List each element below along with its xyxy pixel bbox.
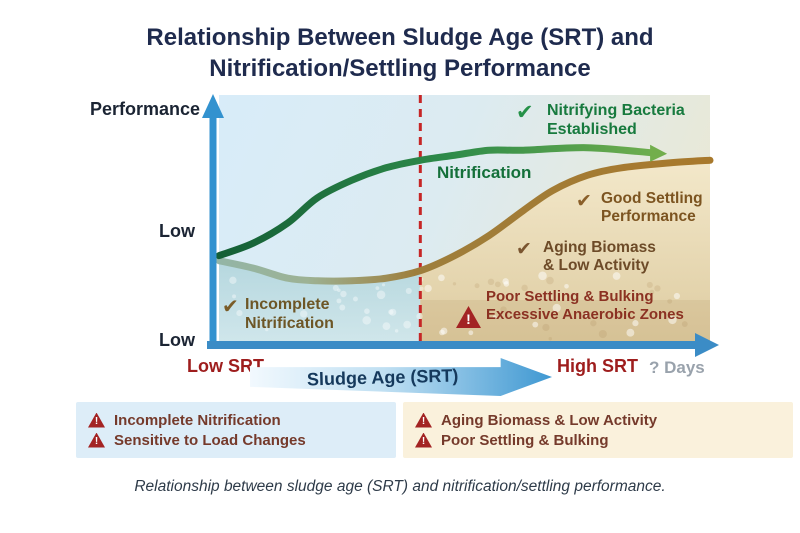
annotation-line: Established (547, 121, 637, 138)
callout-row: ! Sensitive to Load Changes (88, 432, 396, 449)
annotation-poor-settling: Poor Settling & Bulking Excessive Anaero… (486, 288, 684, 323)
page-title-line2: Nitrification/Settling Performance (209, 55, 591, 82)
check-icon: ✔ (576, 191, 592, 212)
warning-exclaim: ! (94, 415, 99, 427)
warning-triangle-icon: ! (88, 412, 105, 428)
callout-item: Poor Settling & Bulking (441, 431, 609, 449)
annotation-line: Aging Biomass (543, 239, 656, 256)
check-icon: ✔ (516, 239, 532, 260)
nitrification-curve (215, 144, 655, 260)
y-tick-lower: Low (159, 330, 195, 350)
warning-triangle-icon: ! (415, 412, 432, 428)
annotation-line: Nitrification (245, 315, 334, 332)
nitrification-curve-label: Nitrification (437, 163, 532, 182)
sand-region (420, 160, 710, 346)
callout-item: Incomplete Nitrification (114, 411, 281, 429)
callout-row: ! Aging Biomass & Low Activity (415, 412, 793, 429)
callout-row: ! Poor Settling & Bulking (415, 432, 793, 449)
warning-exclaim: ! (94, 435, 99, 447)
callout-item: Sensitive to Load Changes (114, 431, 306, 449)
callout-item: Aging Biomass & Low Activity (441, 411, 658, 429)
annotation-incomplete-nitrification: Incomplete Nitrification (245, 295, 334, 333)
annotation-line: & Low Activity (543, 257, 650, 274)
annotation-good-settling: Good Settling Performance (601, 190, 703, 226)
annotation-nitrifying-bacteria: Nitrifying Bacteria Established (547, 101, 685, 139)
warning-triangle-icon: ! (415, 432, 432, 448)
warning-exclaim: ! (421, 415, 426, 427)
y-axis-arrow (202, 94, 224, 346)
settling-curve (215, 156, 714, 285)
annotation-line: Nitrifying Bacteria (547, 102, 685, 119)
warning-exclaim: ! (466, 311, 471, 327)
annotation-aging-biomass: Aging Biomass & Low Activity (543, 239, 656, 275)
callout-row: ! Incomplete Nitrification (88, 412, 396, 429)
check-icon: ✔ (222, 296, 239, 318)
annotation-line: Performance (601, 208, 696, 225)
page-title: Relationship Between Sludge Age (SRT) an… (0, 22, 800, 84)
warning-triangle-icon: ! (88, 432, 105, 448)
x-unit-label: ? Days (649, 358, 705, 377)
nitrification-arrowhead (650, 144, 668, 162)
x-axis-arrow (207, 333, 719, 357)
x-label-high-srt: High SRT (557, 356, 638, 376)
x-label-low-srt: Low SRT (187, 356, 264, 376)
low-srt-callout-box: ! Incomplete Nitrification ! Sensitive t… (76, 402, 396, 458)
x-axis-banner-label: Sludge Age (SRT) (307, 364, 459, 389)
annotation-line: Poor Settling & Bulking (486, 288, 654, 305)
annotation-line: Excessive Anaerobic Zones (486, 305, 684, 323)
annotation-line: Good Settling (601, 190, 703, 207)
y-axis-label: Performance (90, 99, 201, 119)
y-tick-upper: Low (159, 221, 195, 241)
high-srt-callout-box: ! Aging Biomass & Low Activity ! Poor Se… (403, 402, 793, 458)
figure-caption: Relationship between sludge age (SRT) an… (134, 478, 666, 495)
page-title-line1: Relationship Between Sludge Age (SRT) an… (146, 24, 654, 51)
annotation-line: Incomplete (245, 296, 330, 313)
check-icon: ✔ (516, 101, 534, 124)
warning-exclaim: ! (421, 435, 426, 447)
